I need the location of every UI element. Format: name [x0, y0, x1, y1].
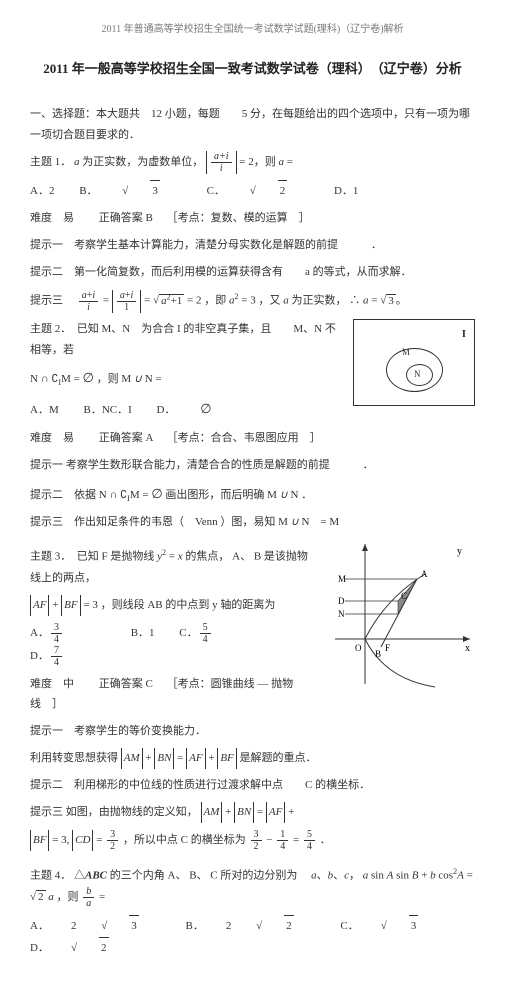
q4-stem-b: 的三个内角 A、 B、 C 所对的边分别为 [110, 870, 298, 882]
q2-hint3-text: 提示三 作出知足条件的韦恩（ Venn ）图，易知 [30, 516, 275, 528]
q3-answer: 正确答案 C [99, 678, 153, 690]
q2-stem2-text: ，则 [97, 373, 119, 385]
q3-hint1: 提示一 考察学生的等价变换能力． [30, 721, 475, 742]
q4-choices: A．2 √3 B．2 √2 C．√3 D．√2 [30, 915, 475, 959]
q4-stem-lbl: 主题 4． [30, 870, 71, 882]
q3-concl-b: ． [320, 834, 331, 846]
q1-hint3: 提示三 a+ii = a+i1 = √a2+1 = 2 ，即 a2 = 3 ，又… [30, 289, 475, 313]
q2-hint2-a: 提示二 依据 [30, 489, 96, 501]
q1-choice-a: A．2 [30, 181, 54, 202]
q4-choice-c: C．√3 [340, 915, 440, 937]
q3-stem-c: ，则线段 AB 的中点到 y 轴的距离为 [101, 599, 276, 611]
q4-stem: 主题 4． △ABC 的三个内角 A、 B、 C 所对的边分别为 a、b、c， … [30, 864, 475, 910]
page-title: 2011 年一般高等学校招生全国一致考试数学试卷（理科） （辽宁卷）分析 [30, 57, 475, 82]
q3-stem-a: 主题 3． 已知 F 是抛物线 [30, 551, 154, 563]
q1-hint3-b: ，即 [204, 295, 226, 307]
q2-choice-b: B．NC．I [83, 400, 131, 421]
q3-choice-d: D．74 [30, 645, 106, 668]
q1-choice-c: C． √2 [207, 180, 310, 202]
q2-answer: 正确答案 A [99, 432, 153, 444]
venn-label-i: I [462, 324, 466, 345]
fig-d-label: D [338, 596, 345, 606]
q2-hint2-b: 画出图形，而后明确 [165, 489, 264, 501]
q1-choice-b: B． √3 [79, 180, 182, 202]
fig-f-label: F [385, 643, 390, 653]
q1-answer-row: 难度 易 正确答案 B ［考点：复数、模的运算 ］ [30, 208, 475, 229]
q1-answer: 正确答案 B [99, 212, 153, 224]
q3-choice-a: A．34 [30, 622, 106, 645]
q1-kd: ［考点：复数、模的运算 ］ [167, 212, 310, 224]
fig-a-label: A [421, 569, 428, 579]
q3-difficulty: 难度 中 [30, 678, 74, 690]
fig-n-label: N [338, 609, 345, 619]
page-header: 2011 年普通高等学校招生全国统一考试数学试题(理科)（辽宁卷)解析 [30, 20, 475, 39]
q1-choice-d: D．1 [334, 181, 358, 202]
q3-hint2-a: 利用转变思想获得 [30, 752, 118, 764]
q1-hint3-d: 为正实数， [291, 295, 346, 307]
q2-choice-d: D． ∅ [157, 397, 234, 422]
fig-b-label: B [375, 649, 381, 659]
q1-label: 主题 1． [30, 157, 71, 169]
q2-hint2: 提示二 依据 N ∩ ∁IM = ∅ 画出图形，而后明确 M ∪ N ． [30, 482, 475, 507]
q2-answer-row: 难度 易 正确答案 A ［考点：合合、韦恩图应用 ］ [30, 428, 475, 449]
q2-choice-a: A．M [30, 400, 59, 421]
q3-concl-a: ，所以中点 C 的横坐标为 [123, 834, 246, 846]
fig-m-label: M [338, 574, 346, 584]
q1-choices: A．2 B． √3 C． √2 D．1 [30, 180, 475, 202]
q1-abs-expr: a+ii [206, 151, 237, 174]
q2-hint2-c: ． [301, 489, 312, 501]
venn-label-n: N [414, 366, 421, 383]
q3-hint2-b: 是解题的重点． [240, 752, 317, 764]
section-heading: 一、选择题：本大题共 12 小题，每题 5 分，在每题给出的四个选项中，只有一项… [30, 104, 475, 146]
axis-x-label: x [465, 643, 470, 654]
q3-choice-b: B．1 [131, 623, 155, 644]
q4-choice-d: D．√2 [30, 937, 131, 959]
q3-hint4: 提示三 如图，由抛物线的定义知， AM + BN = AF + [30, 802, 475, 823]
q4-stem-c: ，则 [57, 891, 79, 903]
q1-hint1: 提示一 考察学生基本计算能力，清楚分母实数化是解题的前提 ． [30, 235, 475, 256]
q2-difficulty: 难度 易 [30, 432, 74, 444]
q1-text-2: ，则 [254, 157, 276, 169]
q4-choice-b: B．2 √2 [186, 915, 316, 937]
q3-hint2: 利用转变思想获得 AM + BN = AF + BF 是解题的重点． [30, 748, 475, 769]
parabola-figure: y x O A C B M D N F [325, 539, 475, 689]
q2-hint1: 提示一 考察学生数形联合能力，清楚合合的性质是解题的前提 ． [30, 455, 475, 476]
q2-hint3: 提示三 作出知足条件的韦恩（ Venn ）图，易知 M ∪ N = M [30, 512, 475, 533]
q1-concl: 。 [396, 295, 407, 307]
q2-kd: ［考点：合合、韦恩图应用 ］ [167, 432, 321, 444]
q1-difficulty: 难度 易 [30, 212, 74, 224]
q4-choice-a: A．2 √3 [30, 915, 161, 937]
q3-concl: BF = 3, CD = 32 ，所以中点 C 的横坐标为 32 − 14 = … [30, 829, 475, 852]
q1-hint3-c: ，又 [258, 295, 280, 307]
q3-hint4-text: 提示三 如图，由抛物线的定义知， [30, 806, 198, 818]
axis-y-label: y [457, 546, 462, 557]
venn-diagram: I M N [353, 319, 475, 406]
venn-label-m: M [402, 344, 410, 361]
axis-o-label: O [355, 643, 362, 653]
q1-stem: 主题 1． a 为正实数，为虚数单位， a+ii = 2，则 a = [30, 151, 475, 174]
q3-hint3: 提示二 利用梯形的中位线的性质进行过渡求解中点 C 的横坐标． [30, 775, 475, 796]
fig-c-label: C [401, 591, 407, 601]
q1-text-1: 为正实数，为虚数单位， [82, 157, 203, 169]
q1-hint3-label: 提示三 [30, 295, 63, 307]
q1-hint2: 提示二 第一化简复数，而后利用模的运算获得含有 a 的等式，从而求解． [30, 262, 475, 283]
q3-choice-c: C．54 [179, 622, 254, 645]
